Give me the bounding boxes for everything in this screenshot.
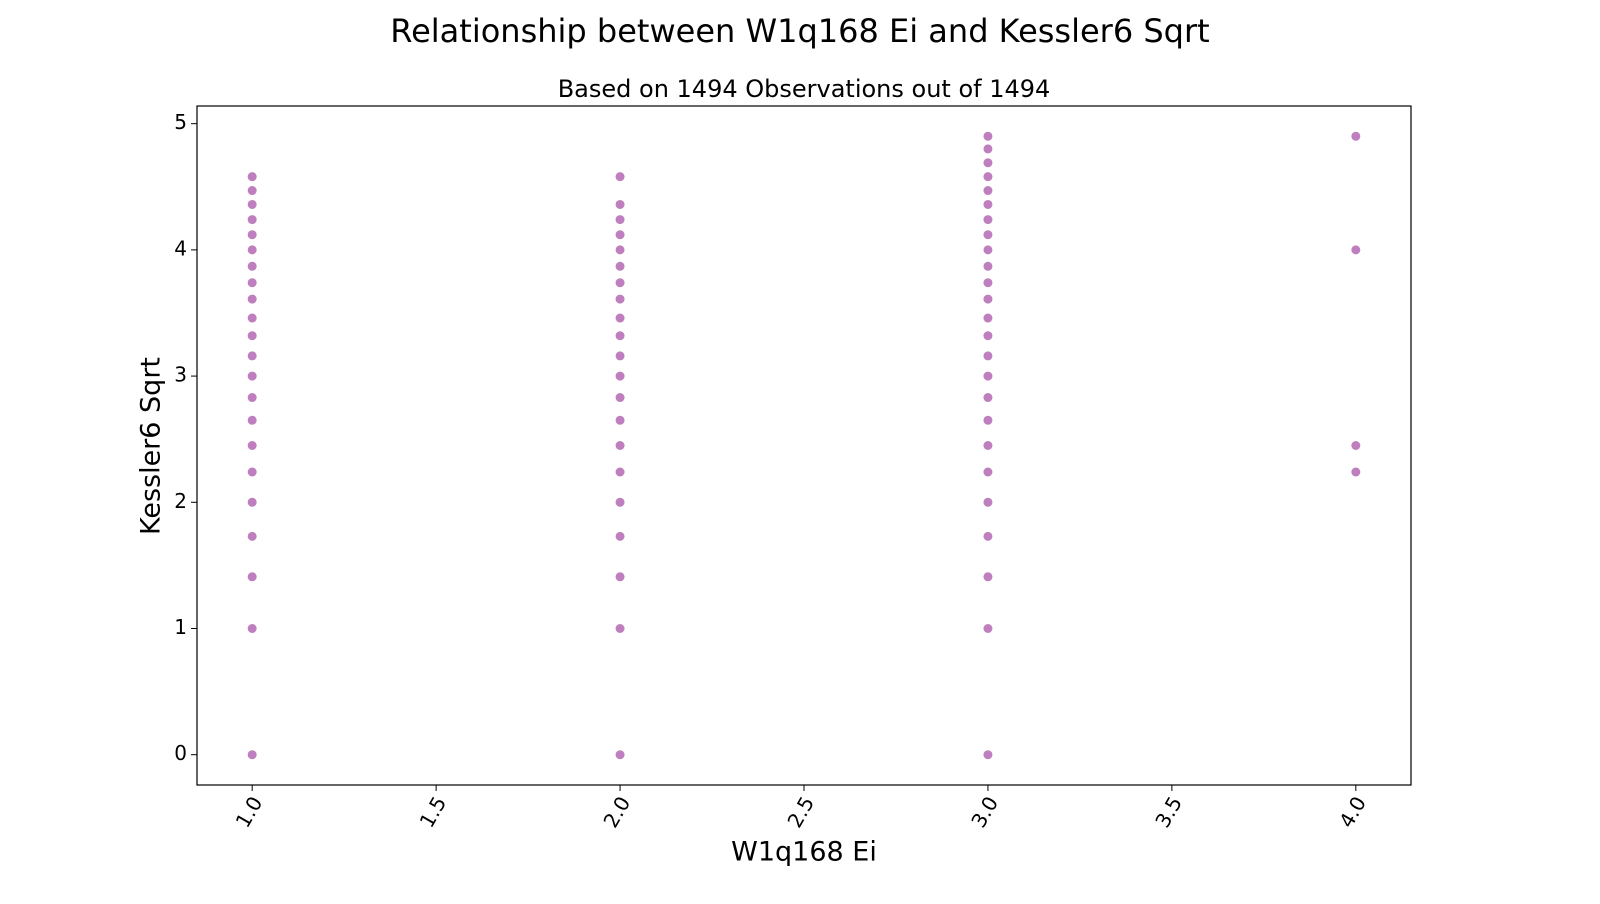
point [247, 199, 257, 209]
x-tick-label: 3.5 [1150, 792, 1187, 832]
point [615, 313, 625, 323]
point [247, 172, 257, 182]
point [983, 230, 993, 240]
point [615, 215, 625, 225]
point [615, 497, 625, 507]
point [983, 131, 993, 141]
point [615, 393, 625, 403]
point [615, 750, 625, 760]
point [615, 467, 625, 477]
point [247, 531, 257, 541]
x-tick-label: 4.0 [1334, 792, 1371, 832]
point [247, 278, 257, 288]
point [983, 467, 993, 477]
x-tick-label: 1.5 [415, 792, 452, 832]
y-tick-label: 0 [174, 741, 187, 765]
point [247, 294, 257, 304]
point [615, 199, 625, 209]
point [1351, 441, 1361, 450]
point [615, 172, 625, 182]
y-tick-label: 2 [174, 489, 187, 513]
point [983, 144, 993, 154]
point [983, 351, 993, 361]
point [247, 415, 257, 425]
point [1351, 245, 1361, 255]
point [983, 371, 993, 381]
chart-subtitle: Based on 1494 Observations out of 1494 [558, 75, 1051, 103]
point [247, 467, 257, 477]
point [247, 497, 257, 507]
point [1351, 131, 1361, 141]
point [247, 624, 257, 634]
point [615, 572, 625, 582]
point [615, 245, 625, 255]
point [983, 245, 993, 255]
point [247, 371, 257, 381]
point [247, 572, 257, 582]
point [615, 371, 625, 381]
point [983, 158, 993, 168]
point [615, 261, 625, 271]
point [615, 415, 625, 425]
point [247, 261, 257, 271]
x-tick-label: 3.0 [966, 792, 1003, 832]
point [615, 230, 625, 240]
point [983, 415, 993, 425]
point [983, 531, 993, 541]
point [983, 750, 993, 760]
point [247, 245, 257, 255]
x-tick-label: 1.0 [231, 792, 268, 832]
point [615, 351, 625, 361]
point [247, 331, 257, 341]
point [247, 313, 257, 323]
point [983, 278, 993, 288]
point [615, 294, 625, 304]
point [615, 441, 625, 450]
y-tick-label: 3 [174, 363, 187, 387]
point [247, 351, 257, 361]
point [983, 186, 993, 196]
point [247, 230, 257, 240]
point [615, 331, 625, 341]
point [983, 572, 993, 582]
point [983, 393, 993, 403]
point [247, 393, 257, 403]
point [615, 531, 625, 541]
y-tick-label: 5 [174, 110, 187, 134]
x-axis-label: W1q168 Ei [731, 837, 877, 868]
point [615, 624, 625, 634]
x-tick-label: 2.0 [598, 792, 635, 832]
point [983, 172, 993, 182]
plot-frame [196, 105, 1412, 786]
point [983, 215, 993, 225]
point [983, 294, 993, 304]
point [983, 624, 993, 634]
point [983, 199, 993, 209]
point [983, 441, 993, 450]
point [983, 261, 993, 271]
point [615, 278, 625, 288]
point [247, 750, 257, 760]
point [983, 497, 993, 507]
point [1351, 467, 1361, 477]
point [247, 441, 257, 450]
point [983, 331, 993, 341]
y-tick-label: 1 [174, 615, 187, 639]
point [983, 313, 993, 323]
x-tick-label: 2.5 [782, 792, 819, 832]
point [247, 186, 257, 196]
chart-title: Relationship between W1q168 Ei and Kessl… [390, 12, 1209, 50]
y-axis-label: Kessler6 Sqrt [136, 357, 167, 535]
point [247, 215, 257, 225]
y-tick-label: 4 [174, 236, 187, 260]
